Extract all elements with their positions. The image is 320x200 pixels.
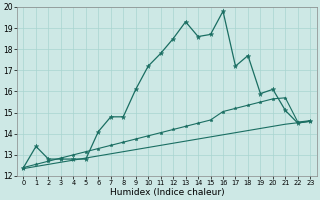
X-axis label: Humidex (Indice chaleur): Humidex (Indice chaleur) — [109, 188, 224, 197]
